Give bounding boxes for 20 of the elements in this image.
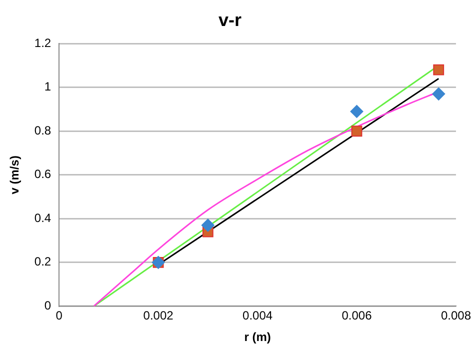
y-tick-label: 0.8: [34, 123, 52, 138]
point: [350, 104, 364, 118]
point: [351, 126, 362, 137]
y-tick-label: 0: [44, 298, 52, 313]
x-axis-title: r (m): [244, 330, 271, 344]
y-tick-label: 0.4: [34, 210, 52, 225]
y-tick-label: 0.6: [34, 167, 52, 182]
y-axis-title: v (m/s): [8, 156, 22, 194]
x-tick-label: 0.002: [143, 308, 174, 323]
point: [433, 64, 444, 76]
point: [432, 87, 446, 100]
y-tick-label: 0.2: [34, 254, 52, 269]
x-tick-label: 0.008: [440, 308, 472, 323]
x-tick-label: 0.004: [242, 308, 273, 323]
chart-title: v-r: [218, 10, 242, 30]
point: [201, 218, 214, 232]
x-tick-label: 0.006: [342, 308, 372, 323]
y-tick-label: 1: [44, 80, 52, 94]
x-tick-label: 0: [56, 308, 63, 323]
y-tick-label: 1.2: [34, 36, 52, 50]
